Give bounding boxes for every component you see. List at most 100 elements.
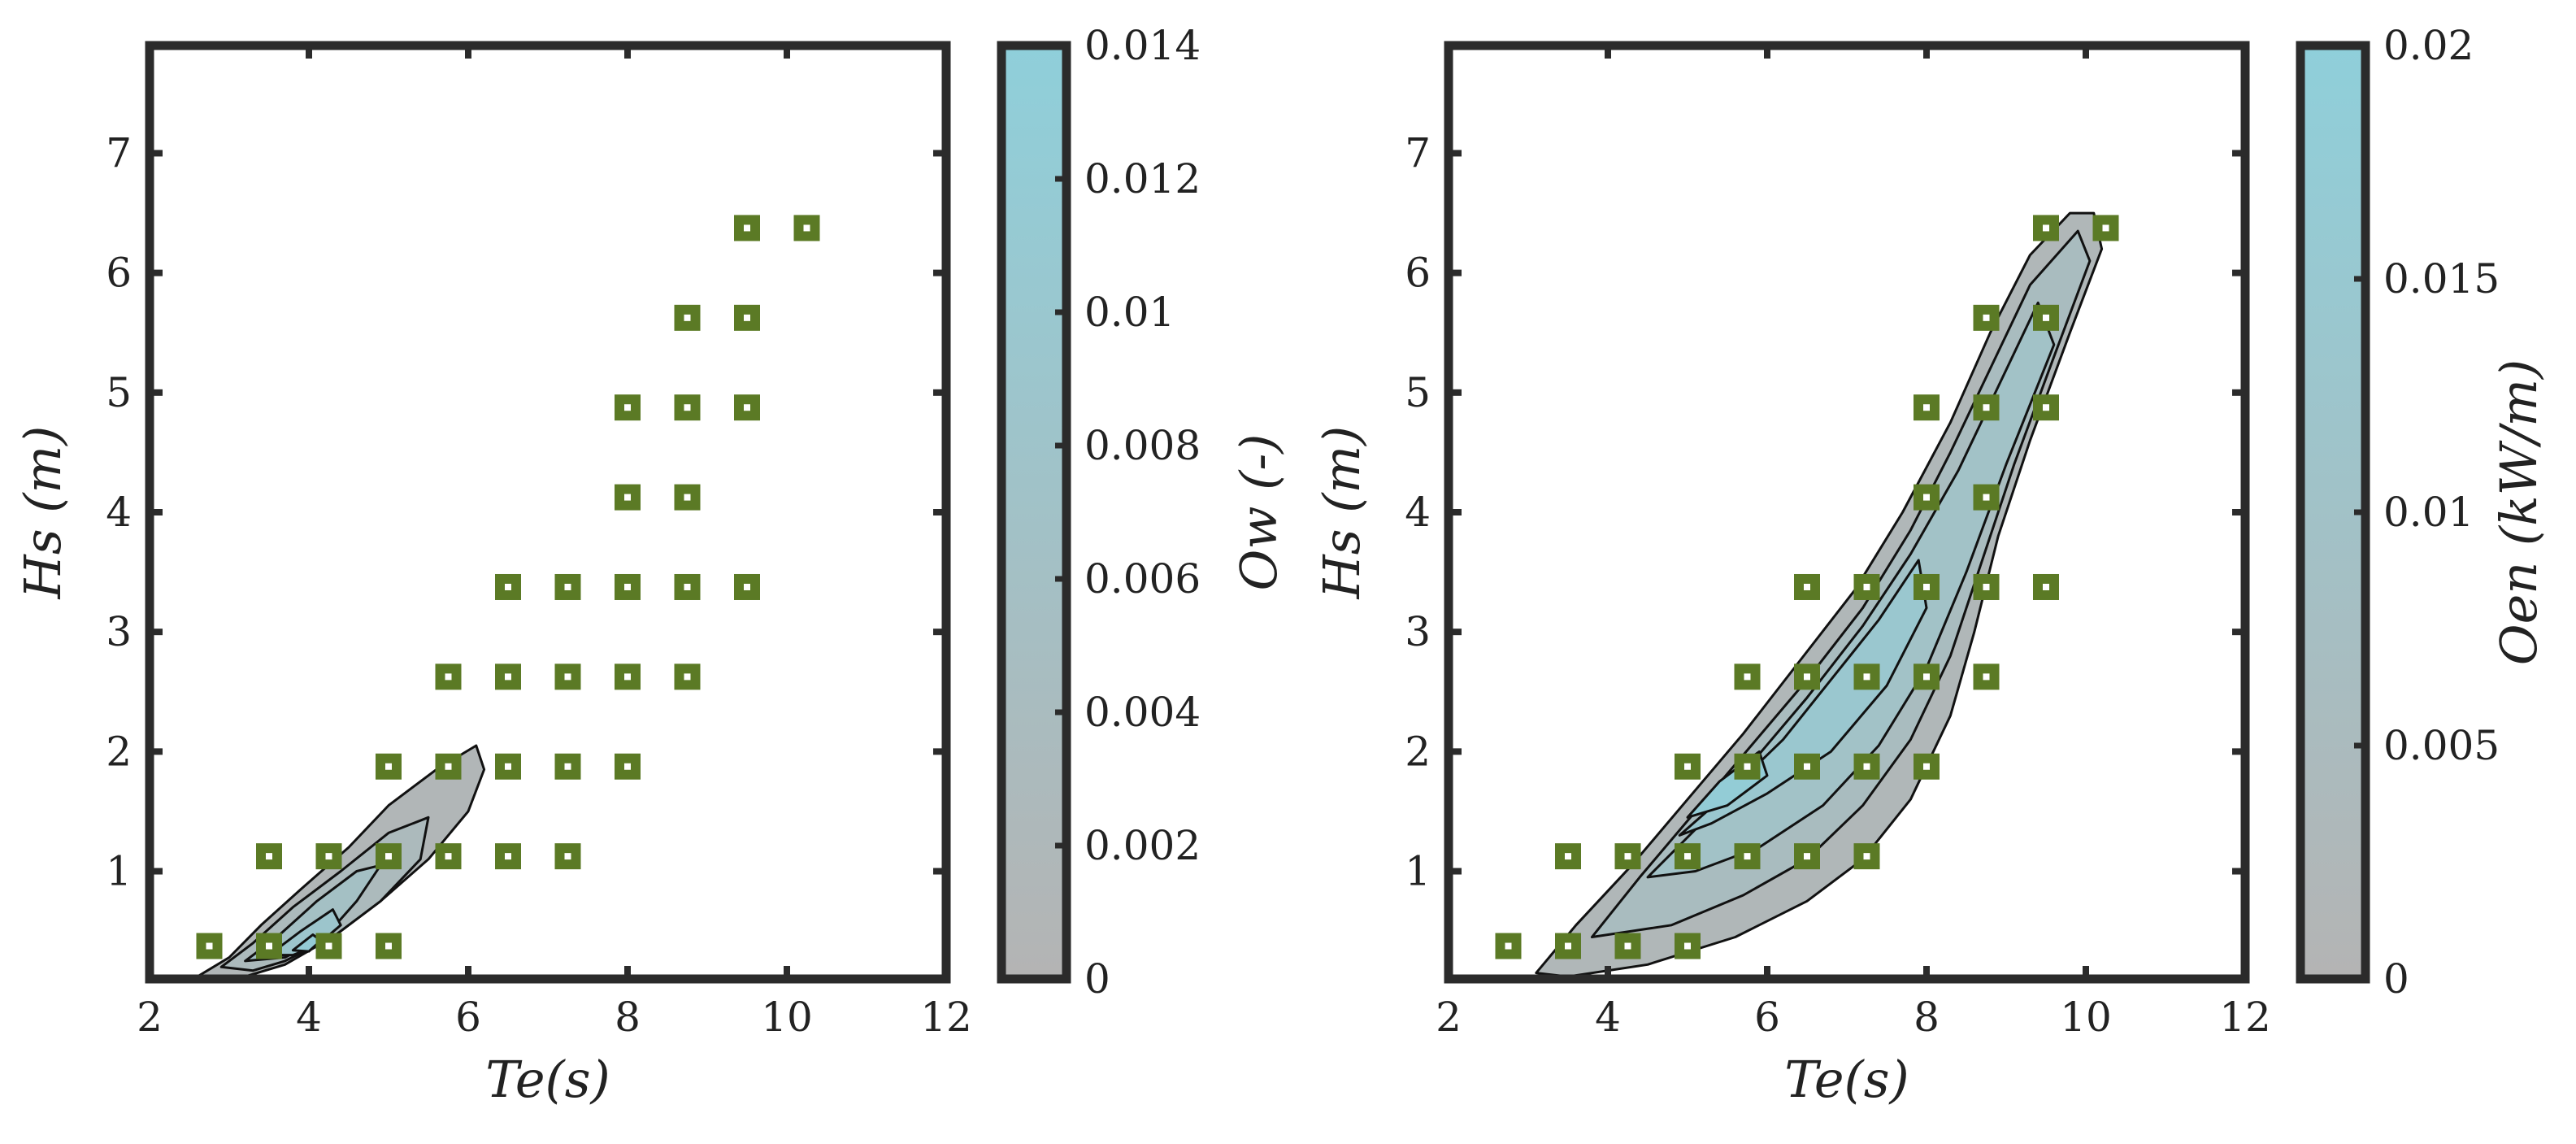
- marker-center-dot: [1983, 314, 1990, 321]
- marker-center-dot: [1983, 494, 1990, 501]
- x-tick-label: 10: [2060, 994, 2112, 1041]
- scatter-marker: [1555, 933, 1581, 959]
- right-colorbar-ticks: 0 0.005 0.01 0.015 0.02: [2354, 22, 2500, 1003]
- x-tick-label: 2: [1436, 994, 1462, 1041]
- y-tick-label: 3: [106, 608, 132, 655]
- marker-center-dot: [1565, 853, 1571, 860]
- marker-center-dot: [1684, 853, 1691, 860]
- scatter-marker: [734, 394, 760, 421]
- marker-center-dot: [445, 763, 452, 770]
- y-tick-label: 7: [1405, 129, 1431, 176]
- scatter-marker: [1973, 573, 2000, 600]
- scatter-marker: [615, 484, 641, 511]
- marker-center-dot: [1744, 763, 1751, 770]
- left-colorbar-ticks: 0 0.002 0.004 0.006 0.008 0.01 0.012 0.014: [1055, 22, 1201, 1003]
- marker-center-dot: [684, 314, 691, 321]
- scatter-marker: [554, 753, 581, 780]
- marker-center-dot: [564, 583, 571, 590]
- scatter-marker: [674, 573, 701, 600]
- scatter-marker: [1794, 573, 1820, 600]
- scatter-marker: [196, 933, 223, 959]
- scatter-marker: [435, 753, 462, 780]
- scatter-marker: [495, 843, 521, 870]
- contour-level-2: [1590, 229, 2092, 938]
- scatter-marker: [495, 663, 521, 690]
- scatter-marker: [435, 663, 462, 690]
- scatter-marker: [1973, 663, 2000, 690]
- colorbar-tick-label: 0.01: [2383, 489, 2474, 536]
- marker-center-dot: [684, 583, 691, 590]
- marker-center-dot: [385, 853, 392, 860]
- x-tick-label: 12: [920, 994, 972, 1041]
- marker-center-dot: [744, 404, 750, 411]
- y-tick-label: 6: [1405, 250, 1431, 297]
- right-x-axis-label: Te(s): [1784, 1050, 1909, 1109]
- scatter-marker: [376, 753, 402, 780]
- scatter-marker: [2092, 215, 2119, 241]
- x-tick-label: 8: [1914, 994, 1940, 1041]
- marker-center-dot: [1804, 763, 1810, 770]
- y-tick-label: 5: [1405, 369, 1431, 416]
- scatter-marker: [554, 573, 581, 600]
- colorbar-tick-label: 0: [2383, 955, 2409, 1003]
- scatter-marker: [615, 394, 641, 421]
- marker-center-dot: [1684, 942, 1691, 950]
- colorbar-tick-label: 0.012: [1084, 155, 1201, 202]
- marker-center-dot: [1923, 583, 1930, 590]
- marker-center-dot: [505, 763, 511, 770]
- marker-center-dot: [744, 314, 750, 321]
- marker-center-dot: [564, 853, 571, 860]
- marker-center-dot: [1923, 404, 1930, 411]
- colorbar-tick-label: 0.008: [1084, 422, 1201, 469]
- marker-center-dot: [1923, 673, 1930, 681]
- x-tick-label: 10: [761, 994, 813, 1041]
- x-tick-label: 12: [2219, 994, 2271, 1041]
- scatter-marker: [554, 843, 581, 870]
- marker-center-dot: [1624, 853, 1631, 860]
- scatter-marker: [1853, 663, 1880, 690]
- y-tick-label: 1: [1405, 848, 1431, 895]
- scatter-marker: [674, 663, 701, 690]
- marker-center-dot: [325, 853, 332, 860]
- colorbar-tick-label: 0.004: [1084, 689, 1201, 736]
- x-tick-label: 6: [1754, 994, 1780, 1041]
- right-scatter-points: [1495, 215, 2119, 959]
- marker-center-dot: [624, 583, 631, 590]
- scatter-marker: [495, 573, 521, 600]
- marker-center-dot: [1804, 853, 1810, 860]
- marker-center-dot: [1863, 673, 1870, 681]
- scatter-marker: [1853, 753, 1880, 780]
- right-y-axis-label: Hs (m): [1312, 426, 1371, 600]
- marker-center-dot: [2043, 224, 2049, 232]
- marker-center-dot: [744, 224, 750, 232]
- marker-center-dot: [325, 942, 332, 950]
- scatter-marker: [1555, 843, 1581, 870]
- marker-center-dot: [2102, 224, 2109, 232]
- y-tick-label: 4: [106, 489, 132, 536]
- marker-center-dot: [1505, 942, 1512, 950]
- marker-center-dot: [564, 763, 571, 770]
- marker-center-dot: [624, 673, 631, 681]
- marker-center-dot: [1983, 404, 1990, 411]
- scatter-marker: [376, 933, 402, 959]
- scatter-marker: [1853, 843, 1880, 870]
- scatter-marker: [376, 843, 402, 870]
- marker-center-dot: [803, 224, 810, 232]
- marker-center-dot: [385, 763, 392, 770]
- scatter-marker: [674, 484, 701, 511]
- y-tick-label: 1: [106, 848, 132, 895]
- marker-center-dot: [744, 583, 750, 590]
- scatter-marker: [615, 663, 641, 690]
- marker-center-dot: [1863, 583, 1870, 590]
- scatter-marker: [1914, 484, 1940, 511]
- scatter-marker: [1973, 304, 2000, 331]
- scatter-marker: [435, 843, 462, 870]
- scatter-marker: [1914, 573, 1940, 600]
- scatter-marker: [256, 933, 282, 959]
- colorbar-tick-label: 0.005: [2383, 722, 2500, 769]
- left-colorbar-label: Ow (-): [1229, 434, 1288, 591]
- marker-center-dot: [2043, 314, 2049, 321]
